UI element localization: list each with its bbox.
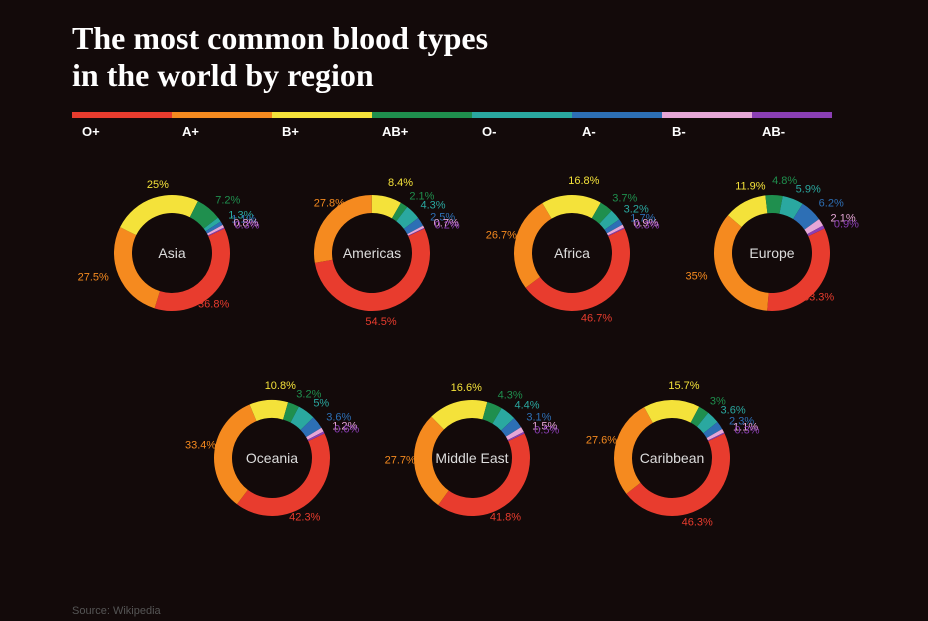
slice-Opos	[526, 229, 630, 312]
pct-Opos: 54.5%	[365, 316, 396, 328]
legend-label-Oneg: O-	[472, 124, 572, 139]
legend-seg-ABneg	[752, 112, 832, 118]
pct-Apos: 27.5%	[78, 272, 109, 284]
donut-africa: Africa46.7%26.7%16.8%3.7%3.2%1.7%0.9%0.3…	[472, 151, 672, 356]
donut-oceania: Oceania42.3%33.4%10.8%3.2%5%3.6%1.2%0.6%	[172, 356, 372, 561]
legend-label-Opos: O+	[72, 124, 172, 139]
pct-ABneg: 0.5%	[534, 424, 559, 436]
donut-center-label: Africa	[554, 245, 590, 261]
pct-ABpos: 4.8%	[772, 175, 797, 187]
pct-ABneg: 0.3%	[634, 220, 659, 232]
legend-seg-Aneg	[572, 112, 662, 118]
charts-grid: Asia36.8%27.5%25%7.2%1.3%1.1%0.8%0.3%Ame…	[72, 151, 856, 561]
legend-seg-Apos	[172, 112, 272, 118]
slice-Bpos	[644, 400, 699, 423]
legend-label-Bpos: B+	[272, 124, 372, 139]
slice-Apos	[114, 227, 160, 308]
pct-Bpos: 8.4%	[388, 177, 413, 189]
donut-center-label: Oceania	[246, 450, 298, 466]
pct-Opos: 36.8%	[198, 298, 229, 310]
pct-Oneg: 5.9%	[796, 184, 821, 196]
pct-Bpos: 15.7%	[668, 380, 699, 392]
donut-center-label: Caribbean	[640, 450, 705, 466]
donut-center-label: Middle East	[435, 450, 508, 466]
slice-Bpos	[542, 195, 600, 219]
slice-Bpos	[250, 400, 289, 421]
legend-seg-Bneg	[662, 112, 752, 118]
pct-Apos: 33.4%	[185, 439, 216, 451]
legend-seg-Bpos	[272, 112, 372, 118]
slice-Apos	[714, 215, 769, 311]
pct-Bpos: 16.8%	[568, 175, 599, 187]
legend-seg-Opos	[72, 112, 172, 118]
donut-caribbean: Caribbean46.3%27.6%15.7%3%3.6%2.3%1.1%0.…	[572, 356, 772, 561]
donut-asia: Asia36.8%27.5%25%7.2%1.3%1.1%0.8%0.3%	[72, 151, 272, 356]
pct-Aneg: 6.2%	[819, 198, 844, 210]
slice-Opos	[626, 434, 730, 517]
donut-center-label: Europe	[749, 245, 794, 261]
source-text: Source: Wikipedia	[72, 605, 161, 617]
legend-seg-ABpos	[372, 112, 472, 118]
donut-center-label: Americas	[343, 245, 401, 261]
legend-label-Bneg: B-	[662, 124, 752, 139]
legend-label-ABneg: AB-	[752, 124, 832, 139]
donut-middle-east: Middle East41.8%27.7%16.6%4.3%4.4%3.1%1.…	[372, 356, 572, 561]
pct-Bpos: 10.8%	[265, 380, 296, 392]
pct-Apos: 27.8%	[314, 197, 345, 209]
pct-Apos: 27.7%	[385, 454, 416, 466]
pct-Bpos: 16.6%	[451, 382, 482, 394]
pct-Apos: 35%	[686, 271, 708, 283]
slice-Opos	[237, 434, 330, 517]
pct-ABneg: 0.3%	[234, 220, 259, 232]
pct-Apos: 26.7%	[486, 230, 517, 242]
charts-row-2: Oceania42.3%33.4%10.8%3.2%5%3.6%1.2%0.6%…	[172, 356, 856, 561]
pct-ABneg: 0.6%	[334, 424, 359, 436]
pct-ABneg: 0.9%	[834, 218, 859, 230]
pct-Opos: 42.3%	[289, 512, 320, 524]
charts-row-1: Asia36.8%27.5%25%7.2%1.3%1.1%0.8%0.3%Ame…	[72, 151, 856, 356]
legend-label-Aneg: A-	[572, 124, 662, 139]
pct-Opos: 41.8%	[490, 511, 521, 523]
pct-Opos: 33.3%	[803, 292, 834, 304]
legend-seg-Oneg	[472, 112, 572, 118]
pct-Opos: 46.7%	[581, 312, 612, 324]
pct-ABneg: 0.3%	[734, 425, 759, 437]
title-line2: in the world by region	[72, 57, 374, 93]
legend-color-bar	[72, 112, 856, 118]
page-title: The most common blood types in the world…	[72, 20, 856, 94]
pct-Oneg: 4.3%	[421, 200, 446, 212]
pct-Bpos: 11.9%	[735, 180, 765, 192]
slice-Apos	[514, 203, 552, 288]
donut-americas: Americas54.5%27.8%8.4%2.1%4.3%2.5%0.7%0.…	[272, 151, 472, 356]
pct-ABneg: 0.2%	[435, 220, 460, 232]
pct-Bpos: 25%	[147, 179, 169, 191]
donut-center-label: Asia	[158, 245, 185, 261]
slice-Bpos	[431, 400, 487, 429]
pct-Oneg: 5%	[313, 398, 329, 410]
slice-Opos	[438, 434, 530, 517]
pct-Oneg: 4.4%	[514, 399, 539, 411]
legend-label-Apos: A+	[172, 124, 272, 139]
pct-ABpos: 7.2%	[215, 195, 240, 207]
pct-Opos: 46.3%	[682, 517, 713, 529]
legend-label-ABpos: AB+	[372, 124, 472, 139]
pct-Apos: 27.6%	[586, 434, 617, 446]
slice-Bpos	[120, 195, 198, 235]
title-line1: The most common blood types	[72, 20, 488, 56]
donut-europe: Europe33.3%35%11.9%4.8%5.9%6.2%2.1%0.9%	[672, 151, 872, 356]
legend-labels: O+A+B+AB+O-A-B-AB-	[72, 124, 856, 139]
